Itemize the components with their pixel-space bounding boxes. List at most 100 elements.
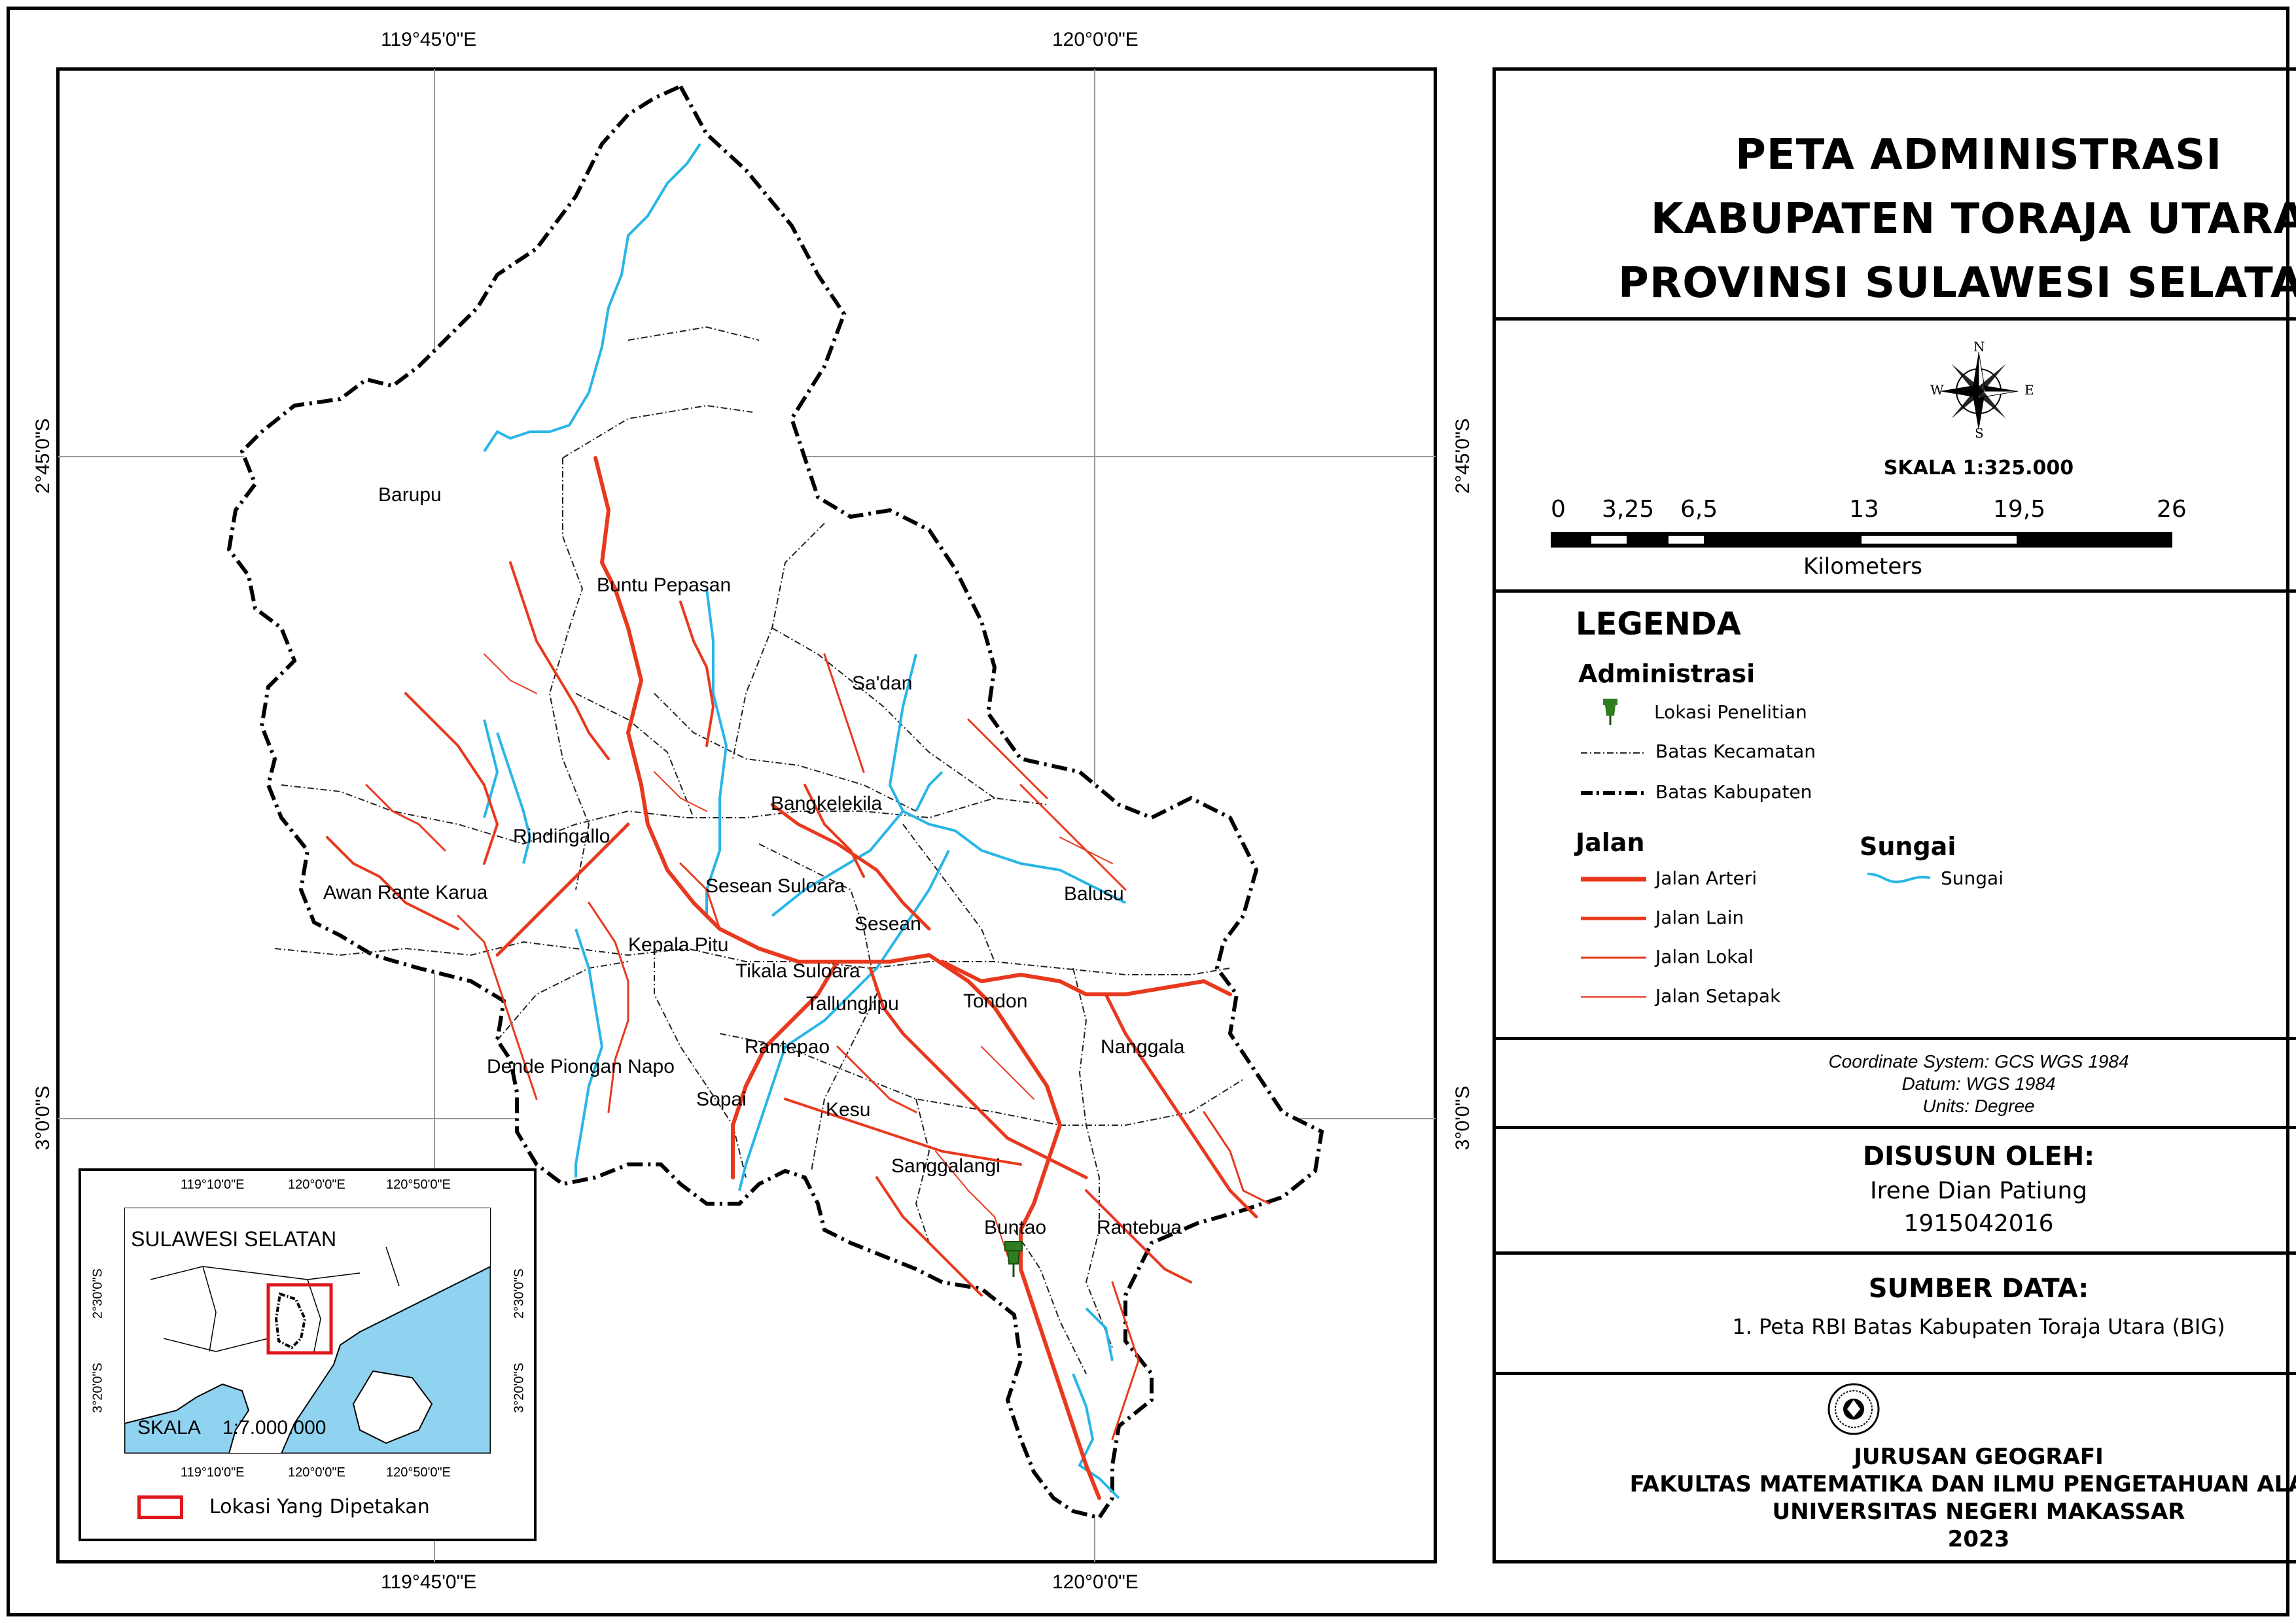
inset-lat2-left: 3°20'0"S [90,1363,105,1413]
kecamatan-boundaries [274,326,1244,1374]
legend-lain-label: Jalan Lain [1655,907,1744,928]
compass-rose-icon [1939,351,2019,430]
inset-land [124,1208,491,1454]
label-bangkelekila: Bangkelekila [771,793,883,814]
legend-arteri-line [1581,877,1646,882]
grid-lon-left-bottom: 119°45'0"E [381,1571,477,1593]
compass-n: N [1973,339,1985,355]
scale-tick-2: 6,5 [1680,496,1718,523]
inset-lon2-top: 120°0'0"E [288,1178,345,1192]
scale-tick-5: 26 [2157,496,2187,523]
inset-lon1-bottom: 119°10'0"E [181,1465,245,1480]
label-rantepao: Rantepao [745,1036,830,1058]
legend-kecamatan-line [1581,752,1646,754]
rivers [483,143,1126,1499]
author-block: DISUSUN OLEH: Irene Dian Patiung 1915042… [1496,1129,2296,1255]
label-kepala-pitu: Kepala Pitu [628,934,729,956]
coord-block: Coordinate System: GCS WGS 1984 Datum: W… [1496,1040,2296,1129]
legend-setapak-line [1581,996,1646,998]
info-panel-frame [1492,67,2296,1563]
footer-line-2: FAKULTAS MATEMATIKA DAN ILMU PENGETAHUAN… [1629,1471,2296,1497]
legend-sungai-label: Sungai [1941,867,2004,889]
map-canvas [58,69,1436,1562]
map-frame [56,67,1437,1563]
inset-lon3-top: 120°50'0"E [386,1178,451,1192]
label-sadan: Sa'dan [852,672,913,694]
label-sesean: Sesean [855,913,921,935]
legend-arteri-label: Jalan Arteri [1655,867,1757,889]
scale-tick-4: 19,5 [1993,496,2046,523]
legend-kabupaten-line [1581,791,1646,795]
label-balusu: Balusu [1064,883,1124,905]
legend-jalan-heading: Jalan [1576,828,1645,857]
inset-scale-value: 1:7.000.000 [222,1417,327,1439]
compass-e: E [2024,382,2034,398]
coord-line-1: Coordinate System: GCS WGS 1984 [1828,1051,2129,1072]
university-logo-icon [1828,1383,1880,1435]
scale-bar [1551,532,2172,548]
label-nanggala: Nanggala [1101,1036,1185,1058]
label-sanggalangi: Sanggalangi [891,1155,1000,1177]
sumber-item: 1. Peta RBI Batas Kabupaten Toraja Utara… [1732,1314,2225,1339]
inset-scale-label: SKALA [137,1417,201,1439]
title-line-3: PROVINSI SULAWESI SELATAN [1618,259,2296,307]
label-dende-piongan-napo: Dende Piongan Napo [487,1056,675,1077]
marker-lokasi-penelitian [1004,1241,1023,1277]
scale-block: N S E W SKALA 1:325.000 0 3,25 6,5 13 19… [1496,321,2296,593]
legend-block: LEGENDA Administrasi Lokasi Penelitian B… [1496,593,2296,1040]
coord-line-2: Datum: WGS 1984 [1901,1073,2056,1094]
grid-lon-right-bottom: 120°0'0"E [1052,1571,1139,1593]
legend-heading: LEGENDA [1576,606,1741,642]
label-kesu: Kesu [826,1099,871,1121]
grid-lon-left-top: 119°45'0"E [381,29,477,50]
grid-lon-right-top: 120°0'0"E [1052,29,1139,50]
label-sesean-suloara: Sesean Suloara [705,875,845,897]
inset-location-box [266,1283,333,1355]
inset-lat1-left: 2°30'0"S [90,1268,105,1319]
inset-lat1-right: 2°30'0"S [512,1268,527,1319]
title-block: PETA ADMINISTRASI KABUPATEN TORAJA UTARA… [1496,71,2296,321]
legend-kabupaten-label: Batas Kabupaten [1655,781,1812,803]
scale-unit: Kilometers [1803,553,1922,580]
grid-lat-bottom-right: 3°0'0"S [1452,1085,1474,1151]
legend-lokal-label: Jalan Lokal [1655,946,1754,968]
inset-map [124,1208,491,1454]
sumber-heading: SUMBER DATA: [1868,1274,2089,1304]
compass-w: W [1930,382,1944,398]
label-buntao: Buntao [984,1217,1047,1238]
label-awan-rante-karua: Awan Rante Karua [323,882,488,903]
legend-marker-icon [1603,699,1617,725]
legend-setapak-label: Jalan Setapak [1655,985,1781,1007]
legend-sungai-heading: Sungai [1860,832,1956,861]
label-tallunglipu: Tallunglipu [806,993,899,1015]
legend-lain-line [1581,916,1646,920]
label-barupu: Barupu [378,484,442,506]
disusun-heading: DISUSUN OLEH: [1862,1142,2095,1172]
inset-lon1-top: 119°10'0"E [181,1178,245,1192]
scale-tick-3: 13 [1849,496,1879,523]
footer-line-1: JURUSAN GEOGRAFI [1854,1444,2104,1470]
scale-text: SKALA 1:325.000 [1883,457,2074,480]
author-nim: 1915042016 [1903,1210,2054,1237]
label-rantebua: Rantebua [1097,1217,1182,1238]
footer-line-3: UNIVERSITAS NEGERI MAKASSAR [1772,1499,2185,1525]
label-tondon: Tondon [963,990,1028,1012]
legend-kecamatan-label: Batas Kecamatan [1655,741,1816,762]
label-sopai: Sopai [696,1089,747,1110]
source-block: SUMBER DATA: 1. Peta RBI Batas Kabupaten… [1496,1255,2296,1375]
legend-lokal-line [1581,956,1646,959]
title-line-2: KABUPATEN TORAJA UTARA [1650,195,2296,243]
grid-lat-top-right: 2°45'0"S [1452,418,1474,494]
compass-s: S [1975,425,1984,441]
title-line-1: PETA ADMINISTRASI [1735,131,2223,179]
footer-block: JURUSAN GEOGRAFI FAKULTAS MATEMATIKA DAN… [1496,1375,2296,1560]
inset-region-label: SULAWESI SELATAN [131,1227,337,1251]
label-buntu-pepasan: Buntu Pepasan [597,574,732,596]
footer-line-4: 2023 [1947,1526,2010,1552]
roads [326,456,1271,1500]
legend-admin-heading: Administrasi [1578,659,1756,688]
scale-tick-1: 3,25 [1602,496,1655,523]
legend-sungai-line [1867,873,1931,884]
coord-line-3: Units: Degree [1922,1096,2035,1116]
author-name: Irene Dian Patiung [1870,1178,2087,1204]
